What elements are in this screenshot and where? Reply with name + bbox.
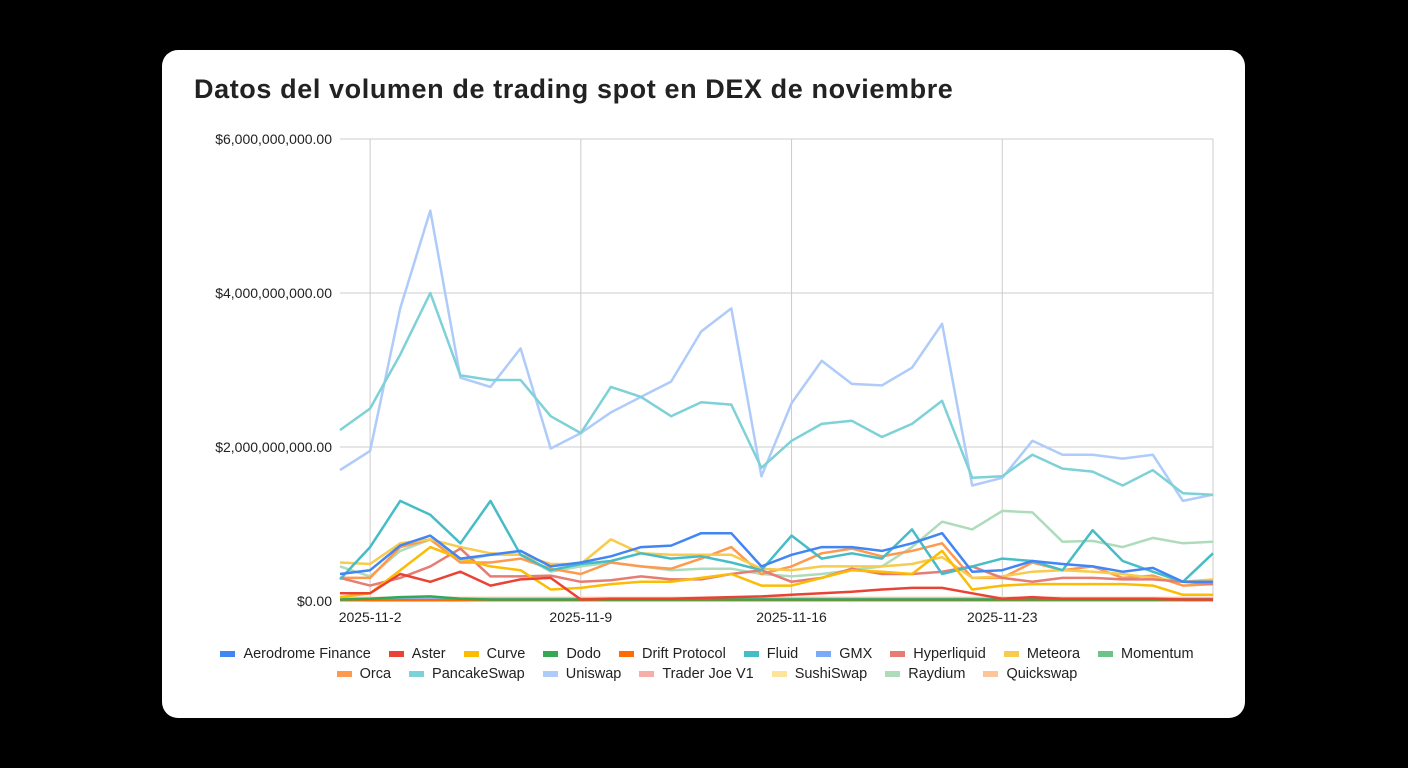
series-line-aster (340, 570, 1213, 601)
legend-item[interactable]: PancakeSwap (409, 666, 525, 682)
y-tick-label: $2,000,000,000.00 (215, 439, 332, 455)
series-line-hyperliquid (339, 547, 1214, 587)
series-line-curve (339, 545, 1213, 599)
y-tick-label: $6,000,000,000.00 (215, 131, 332, 147)
y-tick-label: $4,000,000,000.00 (215, 285, 332, 301)
legend-item[interactable]: Meteora (1003, 646, 1081, 662)
x-tick-label: 2025-11-16 (756, 609, 827, 625)
legend-swatch (816, 651, 832, 657)
legend-label: Quickswap (1006, 666, 1078, 682)
chart-title: Datos del volumen de trading spot en DEX… (194, 74, 954, 104)
legend-swatch (336, 671, 352, 677)
legend-item[interactable]: Quickswap (983, 666, 1077, 682)
legend-item[interactable]: Trader Joe V1 (639, 666, 754, 682)
legend-swatch (388, 651, 404, 657)
legend-item[interactable]: Raydium (885, 666, 965, 682)
chart-card: Datos del volumen de trading spot en DEX… (162, 50, 1245, 718)
x-tick-label: 2025-11-23 (967, 609, 1038, 625)
legend-item[interactable]: Momentum (1098, 646, 1194, 662)
legend-swatch (885, 671, 901, 677)
series-line-aerodrome-finance (339, 531, 1213, 584)
series-line-pancakeswap (339, 291, 1214, 496)
legend-label: Aerodrome Finance (243, 646, 371, 662)
legend-swatch (639, 671, 655, 677)
line-chart: $0.00 $2,000,000,000.00 $4,000,000,000.00 $… (215, 131, 1214, 625)
legend-label: Momentum (1121, 646, 1194, 662)
series-line-meteora (339, 538, 1214, 584)
legend-label: Meteora (1026, 646, 1081, 662)
legend-swatch (771, 671, 787, 677)
legend-item[interactable]: Fluid (743, 646, 799, 662)
legend-swatch (1098, 651, 1114, 657)
legend-swatch (543, 651, 559, 657)
legend-swatch (743, 651, 759, 657)
legend-label: Raydium (908, 666, 966, 682)
legend-label: SushiSwap (794, 666, 868, 682)
legend-label: PancakeSwap (432, 666, 525, 682)
legend-label: Dodo (566, 646, 601, 662)
legend-label: Drift Protocol (641, 646, 726, 662)
legend-swatch (890, 651, 906, 657)
legend-swatch (463, 651, 479, 657)
legend-item[interactable]: Uniswap (542, 666, 622, 682)
legend-item[interactable]: Hyperliquid (890, 646, 986, 662)
legend-label: Trader Joe V1 (662, 666, 754, 682)
legend-item[interactable]: Aerodrome Finance (220, 646, 371, 662)
legend-swatch (983, 671, 999, 677)
x-tick-label: 2025-11-9 (549, 609, 612, 625)
legend-label: Fluid (766, 646, 799, 662)
legend-label: Hyperliquid (913, 646, 986, 662)
legend-item[interactable]: SushiSwap (771, 666, 868, 682)
legend-swatch (542, 671, 558, 677)
legend-swatch (1003, 651, 1019, 657)
legend: Aerodrome Finance Aster Curve Dodo Drift Pro… (202, 646, 1212, 682)
legend-label: Orca (359, 666, 392, 682)
legend-swatch (220, 651, 236, 657)
legend-swatch (618, 651, 634, 657)
y-tick-label: $0.00 (297, 593, 332, 609)
legend-label: Curve (486, 646, 526, 662)
legend-label: GMX (839, 646, 873, 662)
series-line-uniswap (339, 209, 1214, 503)
legend-label: Aster (411, 646, 446, 662)
legend-label: Uniswap (565, 666, 622, 682)
legend-item[interactable]: GMX (816, 646, 872, 662)
legend-item[interactable]: Aster (388, 646, 446, 662)
legend-item[interactable]: Dodo (543, 646, 601, 662)
legend-item[interactable]: Curve (463, 646, 526, 662)
legend-item[interactable]: Orca (336, 666, 392, 682)
legend-item[interactable]: Drift Protocol (618, 646, 726, 662)
legend-swatch (409, 671, 425, 677)
x-tick-label: 2025-11-2 (339, 609, 402, 625)
